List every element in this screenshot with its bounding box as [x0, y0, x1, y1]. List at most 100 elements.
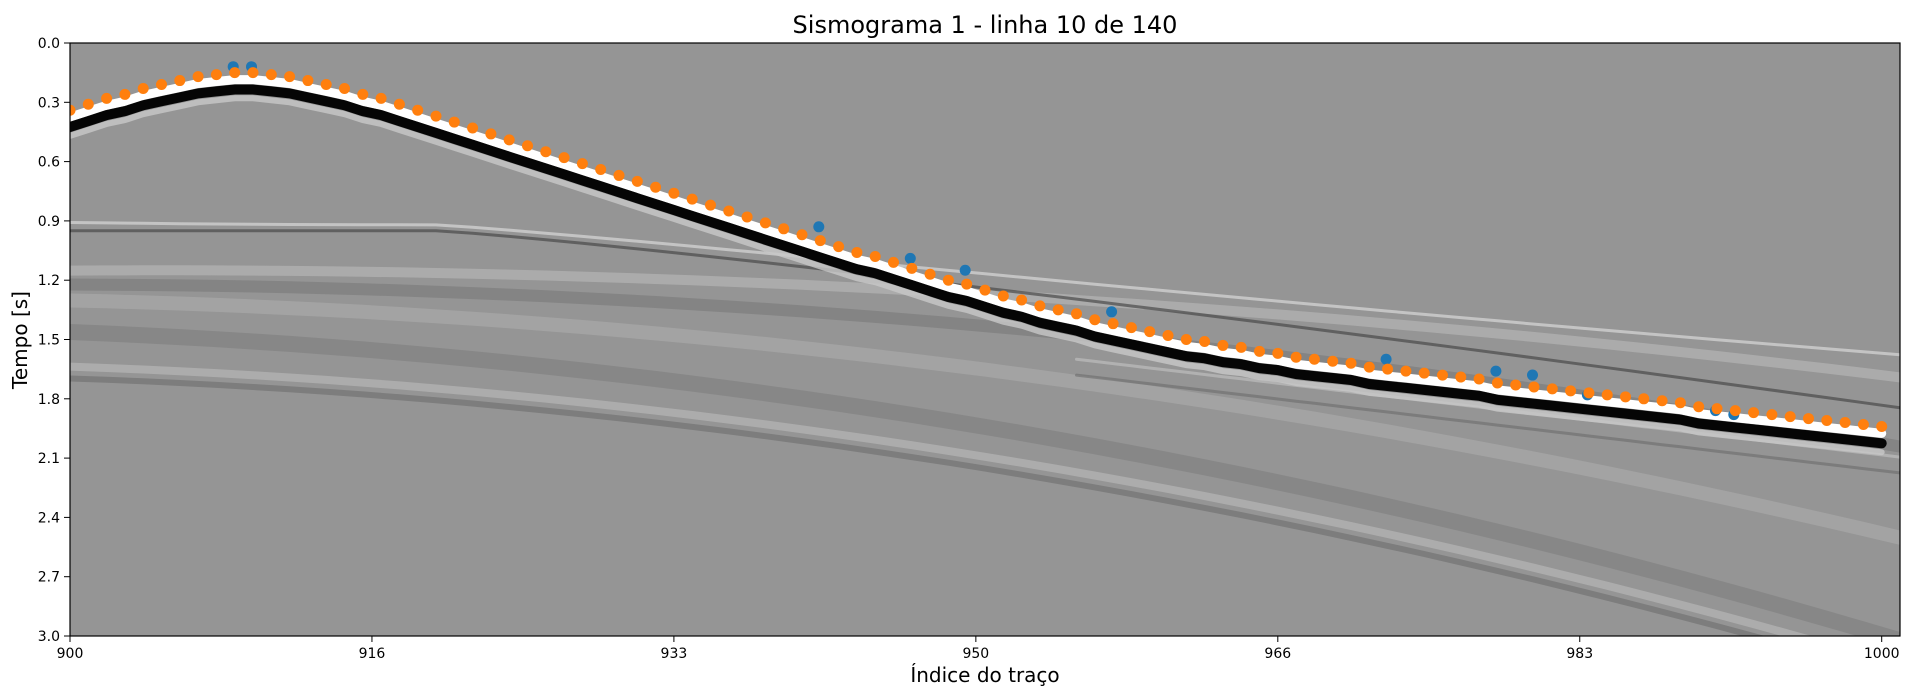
pick-point-orange — [814, 235, 826, 247]
picks-series-orange — [70, 67, 1888, 432]
pick-point-orange — [1620, 391, 1631, 403]
pick-point-blue — [813, 221, 825, 233]
pick-point-orange — [375, 92, 387, 104]
pick-point-orange — [1327, 355, 1339, 367]
pick-point-orange — [1089, 314, 1101, 326]
x-axis-ticks: 900 916 933 950 966 983 1000 — [57, 636, 1900, 662]
pick-point-orange — [1180, 334, 1192, 345]
pick-point-orange — [796, 229, 808, 241]
first-break-trough — [70, 84, 1887, 449]
pick-point-orange — [723, 205, 735, 217]
pick-point-orange — [210, 69, 222, 81]
pick-point-orange — [229, 67, 241, 79]
seismic-background — [70, 43, 1900, 636]
pick-point-orange — [522, 140, 533, 152]
y-axis-ticks: 0.0 0.3 0.6 0.9 1.2 1.5 1.8 2.1 2.4 2.7 3.0 — [38, 36, 70, 645]
pick-point-orange — [1711, 403, 1723, 415]
x-tick-label: 1000 — [1864, 646, 1900, 662]
pick-point-orange — [888, 256, 899, 268]
pick-point-orange — [961, 278, 973, 290]
pick-point-orange — [778, 223, 790, 235]
pick-point-orange — [412, 104, 424, 116]
pick-point-orange — [1565, 385, 1577, 397]
pick-point-orange — [1656, 395, 1668, 407]
pick-point-orange — [1199, 335, 1211, 347]
pick-point-orange — [1217, 339, 1229, 351]
y-tick-label: 2.4 — [38, 510, 60, 526]
pick-point-orange — [833, 241, 845, 253]
pick-point-orange — [1052, 304, 1064, 316]
reflection-band — [70, 293, 1900, 545]
pick-point-orange — [357, 88, 369, 100]
pick-point-orange — [705, 199, 716, 211]
pick-point-orange — [979, 284, 991, 296]
y-tick-label: 1.8 — [38, 392, 60, 408]
pick-point-orange — [686, 193, 698, 205]
pick-point-orange — [869, 250, 881, 262]
pick-point-orange — [576, 158, 588, 170]
pick-point-orange — [997, 290, 1009, 302]
pick-point-orange — [631, 175, 643, 187]
pick-point-orange — [650, 181, 662, 193]
pick-point-blue — [1490, 365, 1502, 377]
pick-point-orange — [192, 71, 204, 83]
pick-point-orange — [137, 82, 149, 94]
pick-point-blue — [1106, 306, 1118, 318]
y-tick-label: 0.0 — [38, 36, 60, 52]
pick-point-orange — [1437, 369, 1448, 381]
pick-point-orange — [1821, 415, 1833, 427]
pick-point-orange — [1784, 411, 1796, 423]
pick-point-orange — [741, 211, 753, 223]
pick-point-orange — [1235, 341, 1247, 353]
pick-point-blue — [1527, 369, 1538, 381]
pick-point-orange — [1803, 413, 1814, 425]
y-tick-label: 0.6 — [38, 155, 60, 171]
pick-point-orange — [1491, 377, 1503, 389]
pick-point-blue — [959, 264, 971, 276]
reflection-band — [70, 362, 1812, 636]
pick-point-orange — [1528, 381, 1540, 393]
pick-point-orange — [1071, 308, 1082, 320]
pick-point-orange — [759, 217, 771, 229]
pick-point-orange — [1418, 367, 1430, 379]
pick-point-orange — [540, 146, 552, 158]
pick-point-orange — [284, 71, 296, 83]
pick-point-orange — [265, 69, 277, 81]
pick-point-orange — [1254, 345, 1265, 357]
x-tick-label: 983 — [1566, 646, 1593, 662]
pick-point-orange — [1638, 393, 1650, 405]
pick-point-orange — [247, 67, 259, 79]
pick-point-orange — [1272, 347, 1284, 359]
pick-point-orange — [942, 274, 954, 286]
pick-point-orange — [1034, 300, 1046, 312]
pick-point-orange — [1583, 387, 1595, 399]
reflection-band — [70, 375, 1765, 636]
pick-point-orange — [1363, 361, 1375, 373]
pick-point-orange — [82, 98, 94, 110]
first-break-tail — [70, 95, 1885, 456]
pick-point-orange — [320, 79, 332, 91]
y-tick-label: 1.2 — [38, 273, 60, 289]
pick-point-blue — [904, 252, 916, 264]
pick-point-orange — [393, 98, 405, 110]
reflection-line — [1075, 373, 1900, 475]
pick-point-orange — [302, 75, 314, 87]
pick-point-orange — [1144, 326, 1156, 338]
pick-point-orange — [119, 88, 131, 100]
pick-point-orange — [70, 104, 76, 116]
pick-point-orange — [906, 262, 918, 274]
pick-point-orange — [467, 122, 479, 134]
x-tick-label: 900 — [57, 646, 84, 662]
y-tick-label: 0.3 — [38, 95, 60, 111]
pick-point-orange — [1729, 405, 1741, 417]
pick-point-orange — [1107, 318, 1119, 330]
pick-point-orange — [174, 75, 186, 87]
pick-point-orange — [1876, 420, 1888, 432]
y-axis-label: Tempo [s] — [8, 291, 32, 390]
pick-point-orange — [101, 92, 113, 104]
pick-point-orange — [1546, 383, 1558, 395]
y-tick-label: 3.0 — [38, 629, 60, 645]
chart-title: Sismograma 1 - linha 10 de 140 — [793, 11, 1178, 39]
x-tick-label: 933 — [661, 646, 688, 662]
